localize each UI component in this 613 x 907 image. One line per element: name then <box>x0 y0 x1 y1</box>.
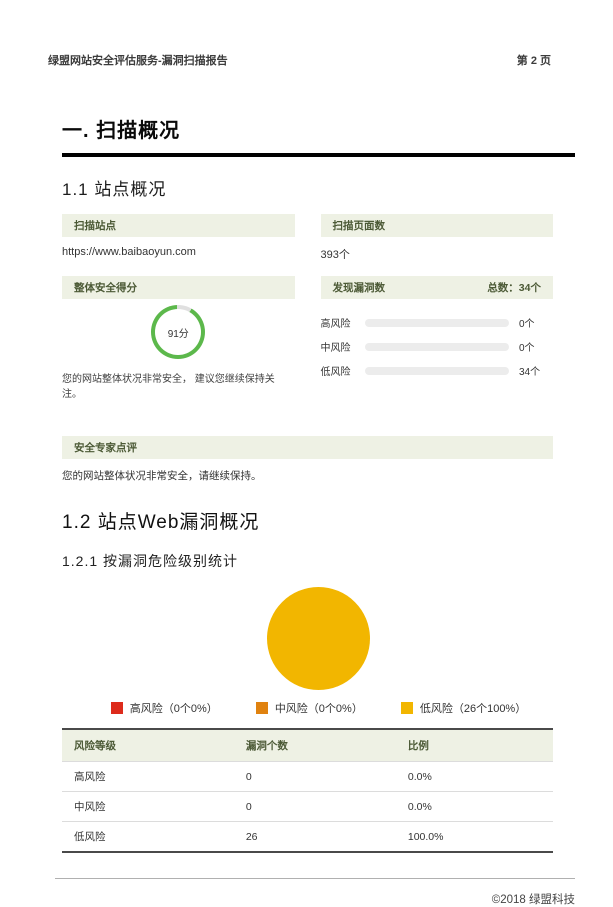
vuln-bar-low-track <box>364 366 509 375</box>
col-header-ratio: 比例 <box>395 729 553 762</box>
cell-risk-level: 低风险 <box>62 821 234 852</box>
report-body: 一. 扫描概况 1.1 站点概况 扫描站点 https://www.baibao… <box>62 114 575 853</box>
legend-swatch-low <box>400 702 413 714</box>
cell-ratio: 100.0% <box>395 821 553 852</box>
section-title-site-overview: 1.1 站点概况 <box>62 180 167 199</box>
risk-statistics-table: 风险等级 漏洞个数 比例 高风险 0 0.0% 中风险 0 0.0% 低风险 <box>62 728 553 853</box>
section-title-vuln-by-level: 1.2.1 按漏洞危险级别统计 <box>62 553 239 569</box>
cell-risk-level: 中风险 <box>62 791 234 822</box>
scan-site-url: https://www.baibaoyun.com <box>62 246 196 258</box>
table-row: 高风险 0 0.0% <box>62 761 553 792</box>
cell-risk-level: 高风险 <box>62 761 234 792</box>
vuln-bar-high-label: 高风险 <box>320 319 351 330</box>
cell-vuln-count: 0 <box>233 761 396 792</box>
security-score-box: 整体安全得分 91分 您的网站整体状况非常安全， 建议您继续保持关注。 <box>62 276 295 400</box>
legend-item-low: 低风险（26个100%） <box>400 700 527 716</box>
vuln-count-box: 发现漏洞数 总数：34个 高风险 0个 中风险 0个 低风险 <box>320 276 554 400</box>
vuln-bar-low-value: 34个 <box>519 367 541 378</box>
table-row: 中风险 0 0.0% <box>62 791 553 822</box>
cell-vuln-count: 26 <box>233 821 396 852</box>
table-header-row: 风险等级 漏洞个数 比例 <box>62 729 553 762</box>
security-score-gauge-wrap: 91分 <box>62 305 295 359</box>
vuln-bar-medium-value: 0个 <box>519 343 535 354</box>
col-header-risk-level: 风险等级 <box>62 729 234 762</box>
scan-pages-box: 扫描页面数 393个 <box>320 214 553 262</box>
security-score-value: 91分 <box>155 309 202 355</box>
security-score-label: 整体安全得分 <box>74 282 137 294</box>
scan-site-box: 扫描站点 https://www.baibaoyun.com <box>62 214 295 262</box>
vuln-bar-high: 高风险 0个 <box>321 315 554 330</box>
report-title: 绿盟网站安全评估服务-漏洞扫描报告 <box>48 55 228 67</box>
vuln-count-header: 发现漏洞数 总数：34个 <box>320 276 553 299</box>
vuln-bar-medium-track <box>364 342 509 351</box>
vuln-bar-high-track <box>364 318 509 327</box>
legend-label-low: 低风险（26个100%） <box>419 703 527 715</box>
pie-legend: 高风险（0个0%） 中风险（0个0%） 低风险（26个100%） <box>62 700 575 716</box>
col-header-vuln-count: 漏洞个数 <box>233 729 396 762</box>
table-row: 低风险 26 100.0% <box>62 821 553 852</box>
legend-item-high: 高风险（0个0%） <box>110 700 218 716</box>
page-number: 第 2 页 <box>516 55 551 67</box>
legend-swatch-high <box>110 702 123 714</box>
legend-item-medium: 中风险（0个0%） <box>255 700 363 716</box>
expert-comment-text: 您的网站整体状况非常安全，请继续保持。 <box>62 470 262 482</box>
legend-label-high: 高风险（0个0%） <box>129 703 218 715</box>
section-title-web-vuln: 1.2 站点Web漏洞概况 <box>62 512 260 533</box>
scan-site-header: 扫描站点 <box>62 214 295 237</box>
vuln-bar-low: 低风险 34个 <box>321 363 554 378</box>
expert-comment-box: 安全专家点评 您的网站整体状况非常安全，请继续保持。 <box>62 436 553 483</box>
vuln-count-label: 发现漏洞数 <box>332 282 386 294</box>
cell-ratio: 0.0% <box>395 761 553 792</box>
pie-chart-area <box>62 587 575 690</box>
security-score-gauge: 91分 <box>151 305 206 359</box>
section-title-scan-overview: 一. 扫描概况 <box>62 114 575 157</box>
page-header: 绿盟网站安全评估服务-漏洞扫描报告 第 2 页 <box>0 0 613 68</box>
expert-comment-header: 安全专家点评 <box>62 436 553 459</box>
legend-label-medium: 中风险（0个0%） <box>274 703 363 715</box>
cell-ratio: 0.0% <box>395 791 553 822</box>
vuln-bar-medium: 中风险 0个 <box>321 339 554 354</box>
scan-pages-value: 393个 <box>320 249 350 261</box>
vuln-bar-high-value: 0个 <box>519 319 535 330</box>
risk-pie-chart <box>267 587 370 690</box>
vuln-bar-medium-label: 中风险 <box>320 343 351 354</box>
vuln-bar-low-label: 低风险 <box>320 367 351 378</box>
legend-swatch-medium <box>255 702 268 714</box>
scan-pages-label: 扫描页面数 <box>332 220 386 232</box>
security-score-comment: 您的网站整体状况非常安全， 建议您继续保持关注。 <box>62 374 275 400</box>
page-footer: ©2018 绿盟科技 <box>55 878 575 907</box>
expert-comment-label: 安全专家点评 <box>74 442 137 454</box>
scan-site-label: 扫描站点 <box>74 220 116 232</box>
vuln-total: 总数：34个 <box>487 282 541 294</box>
site-overview-grid: 扫描站点 https://www.baibaoyun.com 扫描页面数 393… <box>62 214 553 414</box>
security-score-header: 整体安全得分 <box>62 276 295 299</box>
cell-vuln-count: 0 <box>233 791 396 822</box>
scan-pages-header: 扫描页面数 <box>320 214 553 237</box>
vuln-bars: 高风险 0个 中风险 0个 低风险 34个 <box>321 315 554 378</box>
copyright-text: ©2018 绿盟科技 <box>491 894 575 906</box>
